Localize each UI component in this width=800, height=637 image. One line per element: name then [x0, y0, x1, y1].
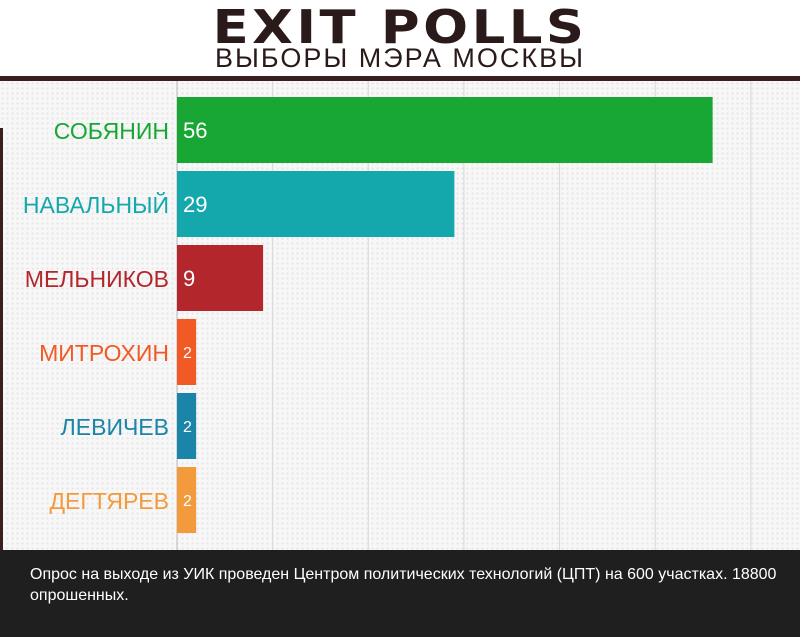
category-label: ЛЕВИЧЕВ [61, 414, 169, 440]
category-label: СОБЯНИН [54, 118, 169, 144]
value-label: 2 [183, 345, 192, 362]
footer-bar: Опрос на выходе из УИК проведен Центром … [0, 550, 800, 637]
category-label: ДЕГТЯРЕВ [49, 488, 169, 514]
bar [177, 97, 713, 163]
value-label: 2 [183, 493, 192, 510]
category-label: МЕЛЬНИКОВ [25, 266, 169, 292]
category-label: НАВАЛЬНЫЙ [23, 191, 169, 218]
category-label: МИТРОХИН [39, 340, 169, 366]
value-label: 29 [183, 192, 207, 217]
chart-area: СОБЯНИН 56 НАВАЛЬНЫЙ 29 МЕЛЬНИКОВ 9 МИТРОХИН 2 Л… [0, 81, 800, 550]
value-label: 9 [183, 266, 195, 291]
bar [177, 245, 264, 311]
chart-title: EXIT POLLS [212, 0, 588, 54]
bar [177, 467, 197, 533]
value-label: 56 [183, 118, 207, 143]
bar [177, 319, 197, 385]
chart-subtitle: ВЫБОРЫ МЭРА МОСКВЫ [215, 43, 585, 73]
title-divider [0, 76, 800, 81]
bar [177, 171, 455, 237]
value-label: 2 [183, 419, 192, 436]
bar [177, 393, 197, 459]
left-edge-accent [0, 128, 3, 550]
footer-note: Опрос на выходе из УИК проведен Центром … [30, 566, 777, 604]
